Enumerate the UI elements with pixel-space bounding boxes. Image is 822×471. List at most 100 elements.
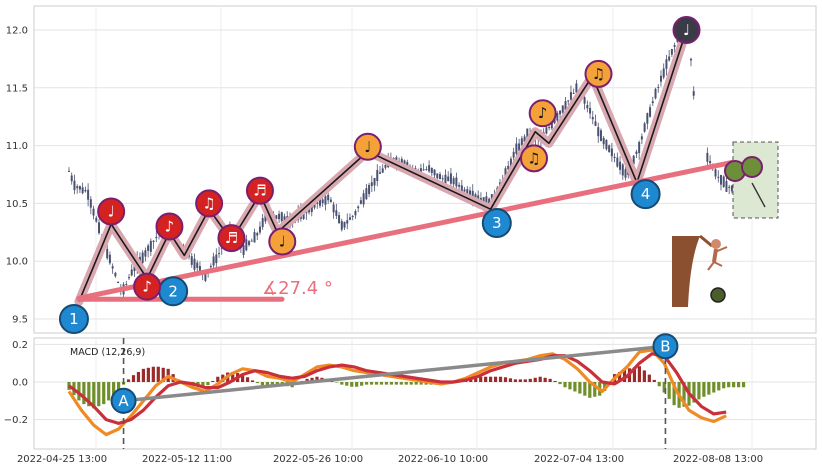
macd-bar bbox=[518, 379, 522, 382]
candle-body bbox=[586, 105, 589, 109]
price-markers: 1 2 3 4 ♩ ♪ ♪ ♫ ♬ ♬ ♩ ♩ ♫ ♪ ♫ ♩ bbox=[58, 16, 701, 334]
candle-body bbox=[654, 88, 657, 99]
macd-bar bbox=[498, 376, 503, 382]
macd-bar bbox=[360, 382, 364, 386]
candle-body bbox=[87, 189, 90, 200]
x-tick-label: 2022-08-08 13:00 bbox=[673, 454, 763, 465]
candle-body bbox=[717, 176, 720, 178]
macd-bar bbox=[568, 382, 572, 390]
candle-body bbox=[635, 151, 638, 154]
candle-body bbox=[659, 75, 662, 82]
macd-bar bbox=[141, 368, 145, 382]
macd-bar bbox=[632, 367, 637, 382]
candle-body bbox=[602, 137, 605, 145]
candle-body bbox=[676, 40, 679, 42]
y-tick-label: 11.0 bbox=[6, 141, 28, 152]
candle-body bbox=[365, 188, 368, 200]
macd-bar bbox=[503, 377, 508, 382]
candle-body bbox=[209, 265, 212, 268]
macd-bar bbox=[667, 382, 671, 399]
candle-body bbox=[329, 199, 332, 203]
candle-body bbox=[359, 200, 362, 204]
macd-bar bbox=[404, 382, 408, 385]
candle-body bbox=[81, 187, 84, 194]
candle-body bbox=[348, 217, 351, 220]
macd-panel bbox=[33, 337, 817, 450]
candle-body bbox=[144, 250, 147, 257]
macd-bar bbox=[369, 382, 374, 385]
candle-body bbox=[125, 284, 128, 286]
macd-title: MACD (12,26,9) bbox=[70, 347, 145, 358]
wave-marker-circle bbox=[58, 304, 89, 334]
x-tick-label: 2022-07-04 13:00 bbox=[534, 454, 624, 465]
macd-bar bbox=[508, 378, 513, 382]
candle-body bbox=[117, 281, 120, 283]
candle-body bbox=[640, 136, 643, 140]
candle-body bbox=[458, 184, 461, 187]
candle-body bbox=[616, 157, 619, 167]
candle-body bbox=[545, 127, 548, 134]
macd-bar bbox=[637, 366, 641, 382]
macd-bar bbox=[151, 366, 155, 382]
macd-bar bbox=[310, 377, 314, 382]
candle-body bbox=[730, 185, 733, 192]
wave-marker-label: 2 bbox=[168, 282, 178, 300]
candle-body bbox=[436, 173, 439, 179]
candle-body bbox=[130, 269, 133, 276]
candle-body bbox=[73, 180, 76, 191]
candle-body bbox=[310, 204, 313, 213]
note-marker-glyph: ♬ bbox=[253, 182, 266, 200]
candle-body bbox=[250, 240, 253, 242]
candle-body bbox=[444, 174, 447, 186]
trend-line bbox=[78, 29, 688, 302]
note-marker: ♩ bbox=[672, 16, 701, 44]
macd-bar bbox=[87, 382, 91, 407]
macd-bar bbox=[97, 382, 101, 407]
macd-bar bbox=[662, 382, 666, 393]
macd-bar bbox=[479, 376, 483, 382]
candle-body bbox=[76, 186, 79, 189]
candle-body bbox=[509, 158, 512, 167]
macd-bar bbox=[335, 382, 339, 383]
x-tick-label: 2022-05-12 11:00 bbox=[142, 454, 232, 465]
candle-body bbox=[605, 139, 608, 150]
macd-bar bbox=[399, 382, 403, 385]
candle-body bbox=[709, 160, 712, 164]
macd-bar bbox=[250, 380, 255, 382]
candle-body bbox=[327, 194, 330, 201]
macd-bar bbox=[419, 382, 423, 385]
candle-body bbox=[507, 165, 510, 170]
macd-bar bbox=[379, 382, 384, 385]
note-marker: ♫ bbox=[584, 59, 613, 88]
note-marker-circle bbox=[268, 227, 297, 256]
macd-bar bbox=[241, 374, 245, 382]
macd-bar bbox=[588, 382, 592, 398]
candle-body bbox=[428, 165, 431, 172]
candle-body bbox=[95, 217, 98, 222]
candle-body bbox=[526, 128, 529, 139]
candle-body bbox=[275, 215, 278, 219]
candle-body bbox=[474, 194, 477, 200]
wave-marker-circle bbox=[630, 179, 661, 210]
macd-bar bbox=[538, 376, 542, 382]
candle-body bbox=[376, 170, 379, 182]
note-marker-glyph: ♪ bbox=[538, 104, 548, 122]
candle-body bbox=[204, 271, 207, 281]
candle-body bbox=[108, 254, 111, 264]
macd-bar bbox=[732, 382, 736, 388]
macd-bar bbox=[231, 371, 235, 382]
candle-body bbox=[346, 220, 349, 224]
macd-bar bbox=[389, 382, 393, 385]
candle-body bbox=[381, 168, 384, 173]
candle-body bbox=[149, 240, 152, 252]
candle-body bbox=[452, 178, 455, 185]
candle-body bbox=[477, 195, 480, 202]
macd-bar bbox=[563, 382, 567, 388]
candle-body bbox=[256, 232, 259, 236]
macd-marker-label: B bbox=[660, 337, 670, 355]
x-tick-label: 2022-06-10 10:00 bbox=[398, 454, 488, 465]
candle-body bbox=[689, 58, 692, 61]
macd-bar bbox=[528, 378, 532, 382]
cliff-sticker bbox=[672, 234, 728, 307]
candle-body bbox=[70, 175, 73, 182]
